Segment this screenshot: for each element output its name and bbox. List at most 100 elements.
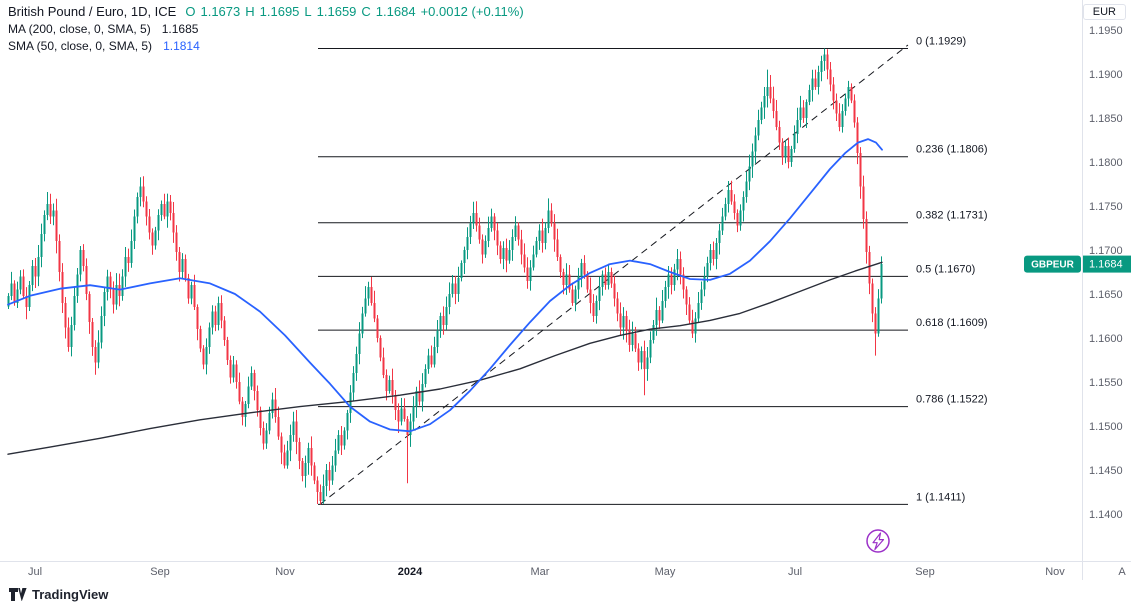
candle-body: [793, 133, 796, 149]
candle-body: [562, 272, 565, 286]
candle-body: [670, 274, 673, 286]
price-tick-label: 1.1700: [1089, 245, 1123, 257]
open-value: 1.1673: [200, 4, 241, 19]
candle-body: [640, 351, 643, 363]
fib-level-label: 0.618 (1.1609): [916, 317, 988, 329]
candle-body: [250, 373, 253, 387]
candle-body: [412, 406, 415, 422]
candle-body: [385, 374, 388, 391]
candle-body: [829, 69, 832, 85]
candle-body: [388, 380, 391, 391]
candle-body: [442, 316, 445, 325]
candle-body: [838, 113, 841, 127]
tradingview-logo-text: TradingView: [32, 587, 109, 602]
candle-body: [775, 110, 778, 127]
candle-body: [748, 166, 751, 182]
candle-body: [727, 190, 730, 205]
candle-body: [379, 338, 382, 358]
candle-body: [463, 250, 466, 264]
candle-body: [568, 274, 571, 290]
candle-body: [709, 250, 712, 264]
candle-body: [622, 316, 625, 328]
candle-body: [256, 390, 259, 411]
candle-body: [847, 87, 850, 99]
candle-body: [682, 274, 685, 290]
candle-body: [859, 153, 862, 187]
candle-body: [751, 151, 754, 167]
candle-body: [337, 434, 340, 451]
candle-body: [334, 450, 337, 466]
fib-level-label: 1 (1.1411): [916, 491, 965, 503]
candle-body: [538, 230, 541, 242]
price-tick-label: 1.1500: [1089, 421, 1123, 433]
candle-body: [79, 250, 82, 275]
candle-body: [466, 236, 469, 251]
candle-body: [742, 197, 745, 211]
candle-body: [469, 223, 472, 237]
candle-body: [217, 302, 220, 325]
candle-body: [697, 302, 700, 319]
fib-level-label: 0.382 (1.1731): [916, 210, 988, 222]
candle-body: [133, 216, 136, 242]
candle-body: [436, 330, 439, 347]
candle-body: [7, 295, 10, 307]
candle-body: [805, 102, 808, 119]
symbol-title[interactable]: British Pound / Euro, 1D, ICE: [8, 4, 177, 19]
candle-body: [493, 216, 496, 231]
candle-body: [769, 87, 772, 99]
candle-body: [730, 190, 733, 202]
lightning-button[interactable]: [866, 529, 890, 553]
sma50-label: SMA (50, close, 0, SMA, 5): [8, 39, 153, 53]
candle-body: [391, 380, 394, 396]
candle-body: [10, 283, 13, 296]
candle-body: [91, 322, 94, 347]
candle-body: [139, 186, 142, 198]
candle-body: [754, 135, 757, 152]
candle-body: [262, 427, 265, 444]
candle-body: [70, 324, 73, 347]
candle-body: [580, 263, 583, 277]
candle-body: [124, 257, 127, 277]
tradingview-logo[interactable]: TradingView: [8, 586, 108, 603]
candle-body: [271, 399, 274, 413]
price-tick-label: 1.1650: [1089, 289, 1123, 301]
candle-body: [451, 283, 454, 295]
ma200-legend-row[interactable]: MA (200, close, 0, SMA, 5) 1.1685: [8, 21, 524, 37]
candle-body: [529, 267, 532, 281]
axis-currency-button[interactable]: EUR: [1082, 4, 1126, 20]
candle-body: [364, 298, 367, 314]
time-axis-label: Sep: [150, 566, 170, 578]
candle-body: [346, 412, 349, 431]
candle-body: [736, 213, 739, 226]
candle-body: [175, 232, 178, 252]
fib-level-label: 0.236 (1.1806): [916, 144, 988, 156]
time-axis-label: A: [1118, 566, 1126, 578]
candle-body: [421, 383, 424, 402]
candle-body: [280, 436, 283, 453]
candle-body: [16, 289, 19, 303]
candle-body: [595, 301, 598, 317]
candle-body: [358, 333, 361, 354]
candle-body: [142, 186, 145, 202]
candle-body: [199, 329, 202, 349]
candle-body: [106, 276, 109, 293]
candle-body: [472, 213, 475, 224]
candle-body: [520, 239, 523, 255]
candle-body: [787, 146, 790, 163]
time-axis-label: May: [655, 566, 676, 578]
candle-body: [484, 241, 487, 255]
low-value: 1.1659: [316, 4, 357, 19]
tradingview-logo-icon: [9, 588, 27, 601]
candle-body: [73, 295, 76, 325]
candle-body: [565, 274, 568, 286]
candle-body: [298, 441, 301, 462]
candle-body: [835, 100, 838, 114]
candle-body: [877, 298, 880, 334]
candle-body: [583, 263, 586, 275]
high-value: 1.1695: [259, 4, 300, 19]
candle-body: [310, 448, 313, 466]
sma50-legend-row[interactable]: SMA (50, close, 0, SMA, 5) 1.1814: [8, 38, 524, 54]
candle-body: [43, 214, 46, 235]
